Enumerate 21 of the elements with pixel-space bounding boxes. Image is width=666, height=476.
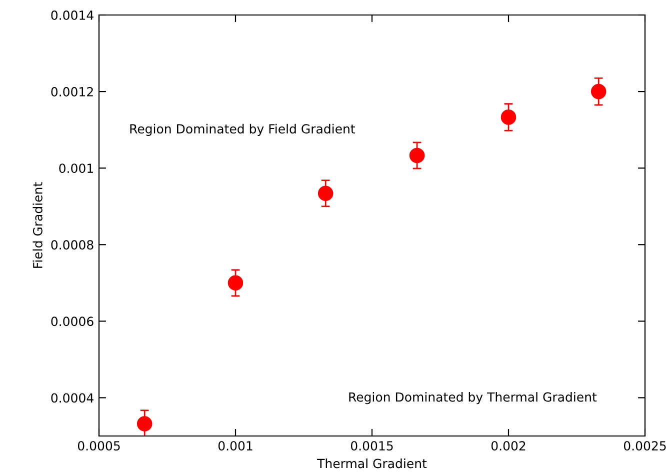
y-tick-label: 0.001 [59, 164, 93, 174]
y-axis-title: Field Gradient [32, 182, 42, 268]
point [500, 110, 516, 125]
x-tick-label: 0.0025 [624, 441, 666, 451]
x-tick-label: 0.0005 [78, 441, 120, 451]
point [136, 416, 152, 432]
y-tick-label: 0.0006 [51, 316, 94, 326]
x-tick-label: 0.0015 [350, 441, 393, 451]
x-tick-label: 0.002 [491, 441, 526, 451]
point [228, 275, 244, 291]
y-tick-label: 0.0004 [51, 393, 94, 403]
y-tick-label: 0.0012 [51, 87, 93, 96]
point [590, 84, 606, 100]
point [318, 186, 334, 201]
y-tick-label: 0.0008 [51, 240, 94, 250]
x-axis-title: Thermal Gradient [317, 458, 427, 468]
annotation: Region Dominated by Field Gradient [130, 124, 356, 136]
point [409, 148, 425, 164]
annotation: Region Dominated by Thermal Gradient [349, 392, 597, 404]
x-tick-label: 0.001 [218, 441, 252, 451]
y-tick-label: 0.0014 [51, 10, 94, 20]
